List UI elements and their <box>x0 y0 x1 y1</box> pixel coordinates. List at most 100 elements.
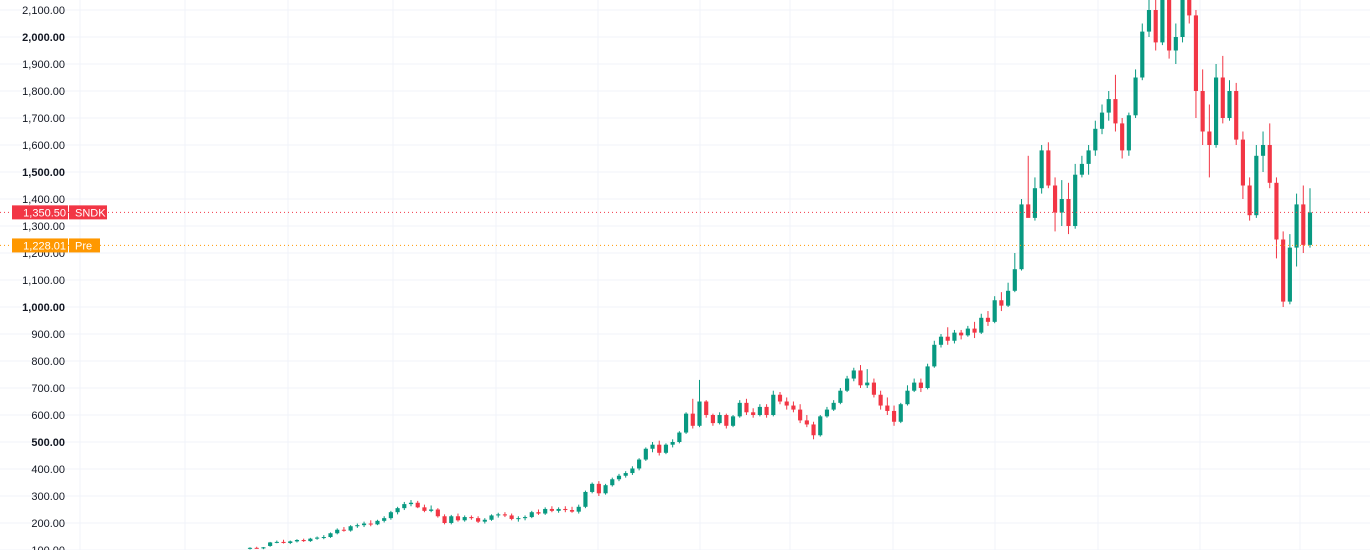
candle-body <box>851 370 856 379</box>
candle <box>489 514 494 521</box>
candle <box>522 515 528 521</box>
candle <box>496 512 501 518</box>
candle-body <box>972 328 977 333</box>
candle-body <box>1187 0 1192 16</box>
candle <box>737 400 742 418</box>
candle-body <box>402 504 407 509</box>
candle <box>683 412 689 434</box>
y-tick-label: 1,900.00 <box>22 59 65 71</box>
y-tick-label: 400.00 <box>31 464 65 476</box>
y-tick-label: 1,600.00 <box>22 140 65 152</box>
candle-body <box>268 542 273 546</box>
candle <box>657 440 662 456</box>
y-tick-label: 1,100.00 <box>22 275 65 287</box>
candle <box>831 400 836 411</box>
candle-body <box>382 518 387 521</box>
candle <box>603 483 608 495</box>
candle <box>368 520 373 527</box>
candle-body <box>1294 204 1299 248</box>
candle-body <box>710 415 715 424</box>
candle-body <box>1113 99 1118 124</box>
candle-body <box>1140 31 1145 78</box>
y-tick-label: 1,700.00 <box>22 113 65 125</box>
candle-body <box>670 442 675 445</box>
candle-body <box>522 517 528 519</box>
candle-body <box>871 382 877 395</box>
candle-body <box>965 328 970 336</box>
candle-body <box>1173 37 1178 51</box>
candle <box>529 510 534 519</box>
candle-body <box>281 541 286 543</box>
candle-body <box>294 540 300 542</box>
candle <box>1207 104 1212 178</box>
candle-body <box>449 516 454 523</box>
candle-body <box>643 448 648 460</box>
candle-body <box>938 336 944 345</box>
candle <box>1294 193 1299 267</box>
candle <box>912 378 917 393</box>
candle-body <box>590 483 595 492</box>
candle-body <box>335 529 340 534</box>
candle-body <box>824 409 830 417</box>
candle <box>704 400 709 418</box>
candle-body <box>663 444 669 453</box>
candle <box>885 397 890 415</box>
candle <box>509 513 514 521</box>
candle-body <box>1052 185 1058 213</box>
candle <box>543 507 548 515</box>
candle <box>482 518 487 524</box>
candle-body <box>261 547 266 549</box>
candle <box>851 367 856 382</box>
candle <box>1187 0 1192 24</box>
price-tag-value-bg <box>12 238 68 253</box>
y-axis[interactable]: 100.00 200.00 300.00 400.00 500.00 600.00 700.… <box>22 5 65 550</box>
candle <box>1301 185 1306 253</box>
candle <box>905 385 910 406</box>
candle <box>663 443 669 455</box>
candle <box>637 458 642 471</box>
candle <box>549 506 554 513</box>
candle <box>858 365 863 388</box>
candle-body <box>1133 77 1138 116</box>
candle <box>301 538 306 542</box>
candle-body <box>637 459 642 469</box>
candle <box>1046 142 1051 189</box>
candle <box>999 292 1004 312</box>
candle <box>690 398 695 429</box>
candle <box>744 398 749 415</box>
candle <box>402 501 407 511</box>
candle-body <box>1213 77 1219 145</box>
candle <box>730 415 736 428</box>
candle-body <box>784 401 789 406</box>
candle <box>247 547 253 550</box>
candle-body <box>838 390 843 403</box>
candle-body <box>1220 77 1225 118</box>
candle-body <box>429 509 434 511</box>
candle <box>898 402 903 424</box>
price-tag[interactable]: 1,350.50 SNDK <box>12 205 107 220</box>
candle <box>1019 199 1024 271</box>
candle <box>1234 82 1239 145</box>
candle-body <box>1093 128 1098 151</box>
candle <box>1254 145 1259 218</box>
candle <box>388 510 393 520</box>
price-tag-symbol: SNDK <box>75 207 106 219</box>
candle <box>569 506 575 513</box>
candle <box>777 392 783 405</box>
candle-body <box>979 317 984 333</box>
vertical-grid <box>79 0 1301 550</box>
candle <box>878 390 883 410</box>
price-tag[interactable]: 1,228.01 Pre <box>12 238 100 253</box>
y-tick-label: 800.00 <box>31 356 65 368</box>
candle <box>952 329 957 344</box>
candle-body <box>798 409 803 421</box>
candle <box>563 506 568 513</box>
candle-body <box>308 538 313 542</box>
candle-body <box>690 413 695 426</box>
candle <box>818 415 823 437</box>
candle <box>536 509 541 515</box>
candle <box>516 516 521 522</box>
candle <box>757 404 762 417</box>
